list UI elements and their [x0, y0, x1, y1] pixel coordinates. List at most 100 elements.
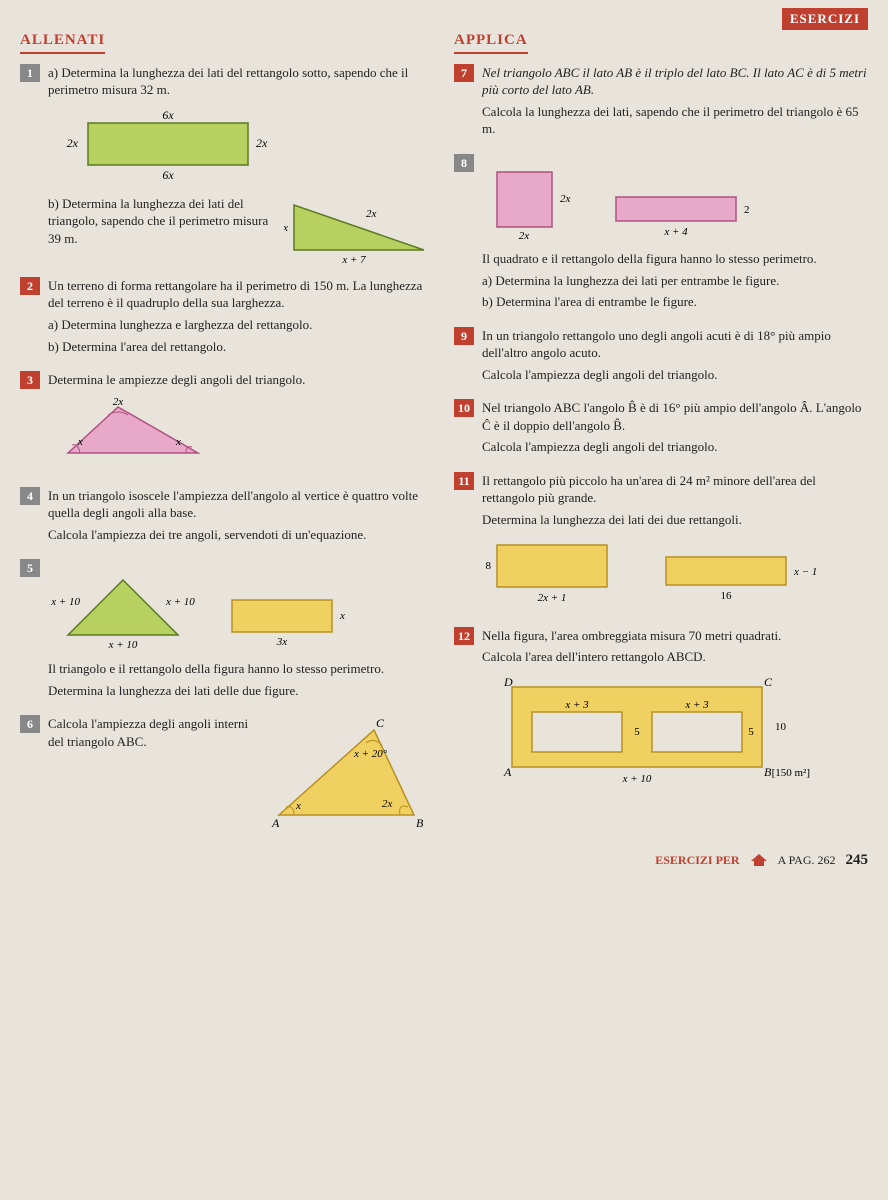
- svg-text:D: D: [503, 675, 513, 689]
- heading-applica: APPLICA: [454, 30, 528, 54]
- svg-text:5: 5: [748, 726, 754, 738]
- house-icon: [750, 853, 768, 867]
- exercise-number: 7: [454, 64, 474, 82]
- ex5-text2: Determina la lunghezza dei lati delle du…: [48, 682, 434, 700]
- svg-text:A: A: [271, 816, 280, 830]
- ex7-text2: Calcola la lunghezza dei lati, sapendo c…: [482, 103, 868, 138]
- svg-text:3x: 3x: [276, 636, 288, 648]
- exercise-6: 6 Calcola l'ampiezza degli angoli intern…: [20, 715, 434, 830]
- page-columns: ALLENATI 1 a) Determina la lunghezza dei…: [20, 30, 868, 843]
- svg-text:x: x: [295, 800, 301, 812]
- svg-text:2x: 2x: [560, 193, 571, 205]
- svg-text:x + 10: x + 10: [50, 596, 80, 608]
- svg-text:C: C: [764, 675, 773, 689]
- ex10-text2: Calcola l'ampiezza degli angoli del tria…: [482, 438, 868, 456]
- svg-text:x + 10: x + 10: [165, 596, 195, 608]
- ex1-a-text: a) Determina la lunghezza dei lati del r…: [48, 64, 434, 99]
- svg-text:10: 10: [775, 721, 787, 733]
- ex1-triangle-figure: x 2x x + 7: [284, 195, 434, 265]
- svg-text:x + 7: x + 7: [341, 254, 366, 265]
- ex8-a: a) Determina la lunghezza dei lati per e…: [482, 272, 868, 290]
- svg-text:x + 20°: x + 20°: [353, 748, 388, 760]
- footer-page-ref: A PAG. 262: [778, 852, 836, 868]
- exercise-12: 12 Nella figura, l'area ombreggiata misu…: [454, 627, 868, 802]
- ex12-answer: [150 m²]: [772, 767, 810, 779]
- svg-text:2x: 2x: [366, 208, 377, 220]
- label-6x-bottom: 6x: [162, 168, 174, 182]
- footer-page-number: 245: [846, 850, 869, 870]
- ex6-triangle-figure: A B C x 2x x + 20°: [264, 715, 434, 830]
- esercizi-badge: ESERCIZI: [782, 8, 868, 30]
- exercise-number: 4: [20, 487, 40, 505]
- ex12-text: Nella figura, l'area ombreggiata misura …: [482, 627, 868, 645]
- exercise-2: 2 Un terreno di forma rettangolare ha il…: [20, 277, 434, 359]
- ex2-text: Un terreno di forma rettangolare ha il p…: [48, 277, 434, 312]
- ex4-text: In un triangolo isoscele l'ampiezza dell…: [48, 487, 434, 522]
- ex1-rectangle-figure: 6x 6x 2x 2x: [48, 105, 434, 185]
- exercise-number: 10: [454, 399, 474, 417]
- ex1-b-text: b) Determina la lunghezza dei lati del t…: [48, 195, 274, 248]
- label-6x-top: 6x: [162, 108, 174, 122]
- svg-text:2x: 2x: [519, 230, 530, 240]
- svg-text:2x: 2x: [382, 798, 393, 810]
- svg-text:x: x: [77, 436, 83, 448]
- ex5-text: Il triangolo e il rettangolo della figur…: [48, 660, 434, 678]
- ex2-a: a) Determina lunghezza e larghezza del r…: [48, 316, 434, 334]
- ex11-figures: 8 2x + 1 x − 1 16: [482, 535, 868, 605]
- ex12-figure: D C A B x + 3 x + 3 5 5 10 x + 10 [150 m…: [482, 672, 868, 792]
- ex8-figures: 2x 2x 2 x + 4: [482, 160, 868, 240]
- svg-text:x: x: [284, 222, 288, 234]
- exercise-number: 9: [454, 327, 474, 345]
- label-2x-left: 2x: [67, 136, 79, 150]
- exercise-number: 1: [20, 64, 40, 82]
- ex8-b: b) Determina l'area di entrambe le figur…: [482, 293, 868, 311]
- ex3-text: Determina le ampiezze degli angoli del t…: [48, 371, 434, 389]
- ex3-triangle-figure: 2x x x: [48, 395, 434, 465]
- ex4-text2: Calcola l'ampiezza dei tre angoli, serve…: [48, 526, 434, 544]
- exercise-7: 7 Nel triangolo ABC il lato AB è il trip…: [454, 64, 868, 142]
- exercise-8: 8 2x 2x 2 x + 4 Il quadrato e il rettang…: [454, 154, 868, 315]
- exercise-1: 1 a) Determina la lunghezza dei lati del…: [20, 64, 434, 265]
- svg-text:2: 2: [744, 204, 750, 216]
- footer-esercizi-per: ESERCIZI PER: [655, 852, 739, 868]
- heading-allenati: ALLENATI: [20, 30, 105, 54]
- svg-text:B: B: [416, 816, 424, 830]
- ex7-text: Nel triangolo ABC il lato AB è il triplo…: [482, 64, 868, 99]
- svg-text:2x + 1: 2x + 1: [538, 592, 567, 604]
- svg-text:8: 8: [486, 560, 492, 572]
- exercise-10: 10 Nel triangolo ABC l'angolo B̂ è di 16…: [454, 399, 868, 460]
- page-footer: ESERCIZI PER A PAG. 262 245: [20, 850, 868, 870]
- ex12-text2: Calcola l'area dell'intero rettangolo AB…: [482, 648, 868, 666]
- ex6-text: Calcola l'ampiezza degli angoli interni …: [48, 715, 256, 826]
- left-column: ALLENATI 1 a) Determina la lunghezza dei…: [20, 30, 434, 843]
- svg-text:x + 4: x + 4: [663, 226, 688, 238]
- ex9-text: In un triangolo rettangolo uno degli ang…: [482, 327, 868, 362]
- ex11-text2: Determina la lunghezza dei lati dei due …: [482, 511, 868, 529]
- label-2x-right: 2x: [256, 136, 268, 150]
- ex9-text2: Calcola l'ampiezza degli angoli del tria…: [482, 366, 868, 384]
- exercise-number: 3: [20, 371, 40, 389]
- svg-text:x + 10: x + 10: [108, 639, 138, 650]
- exercise-number: 5: [20, 559, 40, 577]
- svg-text:x − 1: x − 1: [793, 566, 816, 578]
- exercise-11: 11 Il rettangolo più piccolo ha un'area …: [454, 472, 868, 615]
- exercise-5: 5 x + 10 x + 10 x + 10 x 3x Il triangolo…: [20, 559, 434, 703]
- ex8-text: Il quadrato e il rettangolo della figura…: [482, 250, 868, 268]
- ex10-text: Nel triangolo ABC l'angolo B̂ è di 16° p…: [482, 399, 868, 434]
- exercise-9: 9 In un triangolo rettangolo uno degli a…: [454, 327, 868, 388]
- exercise-number: 2: [20, 277, 40, 295]
- svg-text:2x: 2x: [113, 396, 124, 408]
- svg-text:x + 3: x + 3: [684, 699, 709, 711]
- exercise-4: 4 In un triangolo isoscele l'ampiezza de…: [20, 487, 434, 548]
- ex11-text: Il rettangolo più piccolo ha un'area di …: [482, 472, 868, 507]
- exercise-3: 3 Determina le ampiezze degli angoli del…: [20, 371, 434, 475]
- exercise-number: 8: [454, 154, 474, 172]
- svg-text:C: C: [376, 716, 385, 730]
- svg-text:x + 10: x + 10: [622, 773, 652, 785]
- exercise-number: 12: [454, 627, 474, 645]
- ex5-figures: x + 10 x + 10 x + 10 x 3x: [48, 565, 434, 650]
- svg-text:x: x: [339, 610, 345, 622]
- right-column: APPLICA 7 Nel triangolo ABC il lato AB è…: [454, 30, 868, 843]
- svg-text:A: A: [503, 765, 512, 779]
- svg-text:16: 16: [721, 590, 733, 602]
